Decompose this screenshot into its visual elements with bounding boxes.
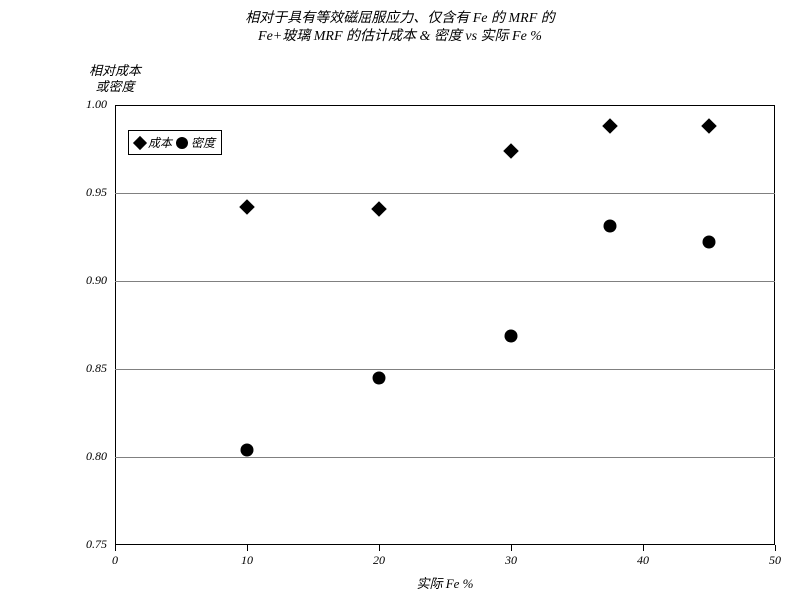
x-tick-label: 20 [364, 553, 394, 568]
data-point-密度 [703, 236, 716, 249]
y-tick-label: 0.75 [65, 537, 107, 552]
x-tick-mark [643, 545, 644, 551]
data-point-密度 [241, 443, 254, 456]
x-tick-mark [511, 545, 512, 551]
chart-container: 相对于具有等效磁屈服应力、仅含有 Fe 的 MRF 的 Fe+玻璃 MRF 的估… [0, 0, 800, 592]
y-tick-label: 0.90 [65, 273, 107, 288]
x-tick-mark [775, 545, 776, 551]
x-tick-label: 0 [100, 553, 130, 568]
x-tick-mark [247, 545, 248, 551]
legend-item: 成本 [135, 134, 172, 151]
x-tick-label: 40 [628, 553, 658, 568]
chart-title: 相对于具有等效磁屈服应力、仅含有 Fe 的 MRF 的 Fe+玻璃 MRF 的估… [0, 10, 800, 45]
legend-label: 密度 [191, 134, 215, 151]
legend-label: 成本 [148, 134, 172, 151]
y-tick-label: 1.00 [65, 97, 107, 112]
diamond-icon [133, 135, 147, 149]
circle-icon [176, 137, 188, 149]
y-tick-label: 0.85 [65, 361, 107, 376]
data-point-密度 [604, 220, 617, 233]
x-tick-label: 50 [760, 553, 790, 568]
x-axis-title: 实际 Fe % [385, 573, 505, 592]
gridline [115, 281, 775, 282]
data-point-密度 [505, 329, 518, 342]
x-tick-mark [379, 545, 380, 551]
y-axis-title: 相对成本 或密度 [70, 63, 160, 94]
gridline [115, 193, 775, 194]
y-tick-label: 0.95 [65, 185, 107, 200]
x-tick-label: 10 [232, 553, 262, 568]
gridline [115, 369, 775, 370]
y-tick-label: 0.80 [65, 449, 107, 464]
x-tick-mark [115, 545, 116, 551]
plot-area [115, 105, 775, 545]
legend-item: 密度 [176, 134, 215, 151]
gridline [115, 457, 775, 458]
legend: 成本 密度 [128, 130, 222, 155]
x-tick-label: 30 [496, 553, 526, 568]
data-point-密度 [373, 371, 386, 384]
